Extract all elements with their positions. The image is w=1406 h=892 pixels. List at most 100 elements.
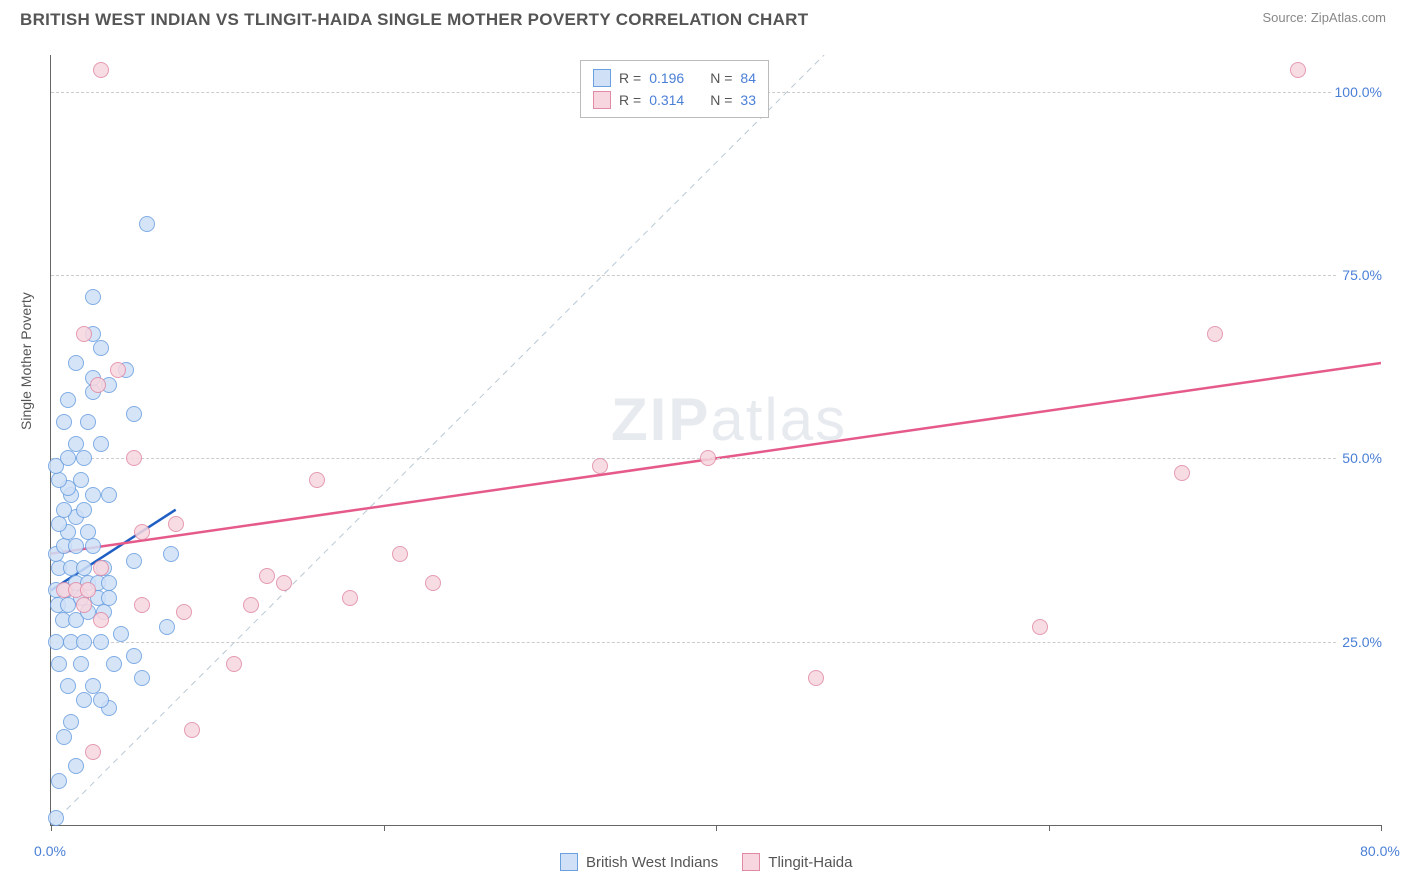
trend-line: [51, 55, 824, 825]
scatter-marker: [60, 450, 76, 466]
scatter-marker: [700, 450, 716, 466]
scatter-marker: [80, 414, 96, 430]
scatter-marker: [68, 355, 84, 371]
scatter-marker: [176, 604, 192, 620]
r-value: 0.196: [649, 70, 684, 86]
scatter-marker: [56, 414, 72, 430]
scatter-marker: [93, 560, 109, 576]
x-tick: [1049, 825, 1050, 831]
x-tick: [384, 825, 385, 831]
scatter-marker: [76, 326, 92, 342]
scatter-marker: [243, 597, 259, 613]
scatter-plot-area: ZIPatlas 25.0%50.0%75.0%100.0%: [50, 55, 1381, 826]
x-tick-label: 80.0%: [1360, 843, 1400, 859]
stats-legend-box: R = 0.196 N = 84 R =0.314N =33: [580, 60, 769, 118]
legend-swatch: [593, 91, 611, 109]
legend-label: British West Indians: [586, 854, 718, 871]
scatter-marker: [808, 670, 824, 686]
scatter-marker: [392, 546, 408, 562]
scatter-marker: [163, 546, 179, 562]
scatter-marker: [56, 729, 72, 745]
source-label: Source: ZipAtlas.com: [1262, 10, 1386, 25]
series-legend: British West Indians Tlingit-Haida: [560, 853, 852, 871]
scatter-marker: [76, 692, 92, 708]
scatter-marker: [425, 575, 441, 591]
scatter-marker: [101, 590, 117, 606]
chart-title: BRITISH WEST INDIAN VS TLINGIT-HAIDA SIN…: [20, 10, 808, 30]
r-label: R =: [619, 92, 641, 108]
scatter-marker: [126, 648, 142, 664]
scatter-marker: [126, 553, 142, 569]
scatter-marker: [93, 62, 109, 78]
scatter-marker: [60, 678, 76, 694]
scatter-marker: [276, 575, 292, 591]
scatter-marker: [1290, 62, 1306, 78]
legend-label: Tlingit-Haida: [768, 854, 852, 871]
scatter-marker: [76, 634, 92, 650]
scatter-marker: [85, 289, 101, 305]
y-tick-label: 100.0%: [1331, 84, 1386, 100]
scatter-marker: [48, 810, 64, 826]
legend-swatch: [593, 69, 611, 87]
scatter-marker: [226, 656, 242, 672]
trend-lines-layer: [51, 55, 1381, 825]
scatter-marker: [1207, 326, 1223, 342]
x-tick: [51, 825, 52, 831]
watermark-bold: ZIP: [611, 386, 710, 453]
scatter-marker: [1174, 465, 1190, 481]
gridline-horizontal: [51, 642, 1381, 643]
scatter-marker: [68, 436, 84, 452]
scatter-marker: [51, 656, 67, 672]
scatter-marker: [139, 216, 155, 232]
n-label: N =: [710, 70, 732, 86]
scatter-marker: [76, 502, 92, 518]
r-label: R =: [619, 70, 641, 86]
scatter-marker: [134, 597, 150, 613]
scatter-marker: [60, 392, 76, 408]
x-tick: [1381, 825, 1382, 831]
scatter-marker: [159, 619, 175, 635]
legend-item: British West Indians: [560, 853, 718, 871]
y-tick-label: 50.0%: [1338, 450, 1386, 466]
scatter-marker: [592, 458, 608, 474]
scatter-marker: [101, 487, 117, 503]
scatter-marker: [85, 487, 101, 503]
scatter-marker: [93, 436, 109, 452]
scatter-marker: [80, 582, 96, 598]
stats-legend-row: R = 0.196 N = 84: [593, 67, 756, 89]
scatter-marker: [56, 502, 72, 518]
scatter-marker: [63, 714, 79, 730]
scatter-marker: [85, 538, 101, 554]
y-tick-label: 25.0%: [1338, 634, 1386, 650]
scatter-marker: [101, 575, 117, 591]
scatter-marker: [76, 597, 92, 613]
y-axis-label: Single Mother Poverty: [18, 292, 34, 430]
scatter-marker: [51, 773, 67, 789]
scatter-marker: [80, 524, 96, 540]
scatter-marker: [73, 656, 89, 672]
scatter-marker: [184, 722, 200, 738]
scatter-marker: [259, 568, 275, 584]
x-tick-label: 0.0%: [34, 843, 66, 859]
scatter-marker: [85, 744, 101, 760]
scatter-marker: [85, 678, 101, 694]
scatter-marker: [51, 472, 67, 488]
scatter-marker: [1032, 619, 1048, 635]
scatter-marker: [90, 377, 106, 393]
scatter-marker: [68, 758, 84, 774]
scatter-marker: [73, 472, 89, 488]
scatter-marker: [76, 560, 92, 576]
legend-item: Tlingit-Haida: [742, 853, 852, 871]
scatter-marker: [93, 340, 109, 356]
scatter-marker: [68, 538, 84, 554]
n-label: N =: [710, 92, 732, 108]
n-value: 84: [740, 70, 756, 86]
gridline-horizontal: [51, 275, 1381, 276]
watermark: ZIPatlas: [611, 385, 847, 454]
stats-legend-row: R =0.314N =33: [593, 89, 756, 111]
scatter-marker: [113, 626, 129, 642]
watermark-light: atlas: [710, 386, 847, 453]
scatter-marker: [342, 590, 358, 606]
scatter-marker: [126, 450, 142, 466]
y-tick-label: 75.0%: [1338, 267, 1386, 283]
